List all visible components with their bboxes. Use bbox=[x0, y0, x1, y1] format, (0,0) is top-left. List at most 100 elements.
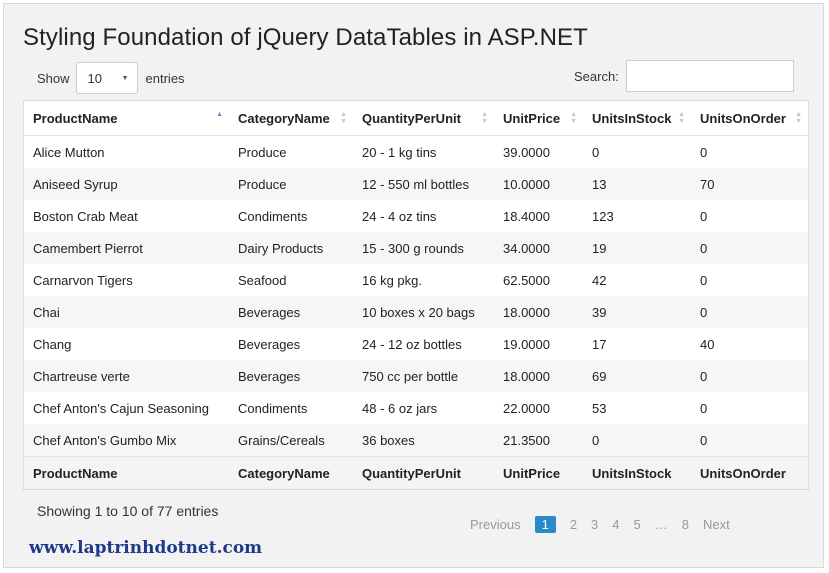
cell-unitsonorder: 0 bbox=[691, 232, 808, 264]
table-row: Alice Mutton Produce 20 - 1 kg tins 39.0… bbox=[24, 136, 808, 169]
cell-unitprice: 10.0000 bbox=[494, 168, 583, 200]
table-row: Carnarvon Tigers Seafood 16 kg pkg. 62.5… bbox=[24, 264, 808, 296]
page-button-1[interactable]: 1 bbox=[534, 516, 556, 533]
footer-unitsonorder: UnitsOnOrder bbox=[691, 456, 808, 489]
cell-unitprice: 34.0000 bbox=[494, 232, 583, 264]
show-label: Show bbox=[37, 70, 70, 86]
cell-unitsinstock: 69 bbox=[583, 360, 691, 392]
sort-icon: ▲ ▼ bbox=[678, 111, 685, 125]
pagination: Previous 1 2 3 4 5 … 8 Next bbox=[470, 516, 730, 533]
page-button-4[interactable]: 4 bbox=[612, 517, 620, 532]
table-row: Chef Anton's Gumbo Mix Grains/Cereals 36… bbox=[24, 424, 808, 457]
table-row: Chef Anton's Cajun Seasoning Condiments … bbox=[24, 392, 808, 424]
sort-icon: ▲ ▼ bbox=[340, 111, 347, 125]
cell-unitsinstock: 42 bbox=[592, 272, 607, 288]
cell-quantityperunit: 16 kg pkg. bbox=[362, 272, 422, 288]
footer-unitsinstock: UnitsInStock bbox=[583, 456, 691, 489]
entries-select-value: 10 bbox=[87, 70, 102, 86]
site-watermark: www.laptrinhdotnet.com bbox=[29, 538, 263, 558]
cell-unitsinstock: 53 bbox=[592, 400, 607, 416]
table-row: Chang Beverages 24 - 12 oz bottles 19.00… bbox=[24, 328, 808, 360]
cell-quantityperunit: 15 - 300 g rounds bbox=[353, 232, 494, 264]
cell-quantityperunit: 10 boxes x 20 bags bbox=[353, 296, 494, 328]
table-row: Chartreuse verte Beverages 750 cc per bo… bbox=[24, 360, 808, 392]
length-control: Show 10 ▼ entries bbox=[37, 62, 185, 94]
cell-unitprice: 21.3500 bbox=[494, 424, 583, 457]
table-row: Aniseed Syrup Produce 12 - 550 ml bottle… bbox=[24, 168, 808, 200]
column-header-unitsinstock[interactable]: UnitsInStock ▲ ▼ bbox=[583, 101, 691, 136]
page-frame: Styling Foundation of jQuery DataTables … bbox=[3, 3, 824, 568]
sort-asc-icon: ▲ bbox=[216, 111, 223, 118]
cell-unitprice: 19.0000 bbox=[503, 336, 550, 352]
cell-quantityperunit: 24 - 12 oz bottles bbox=[362, 336, 462, 352]
cell-unitsinstock: 39 bbox=[583, 296, 691, 328]
footer-unitprice: UnitPrice bbox=[494, 456, 583, 489]
cell-unitprice: 22.0000 bbox=[503, 400, 550, 416]
cell-unitsinstock: 0 bbox=[583, 424, 691, 457]
cell-quantityperunit: 20 - 1 kg tins bbox=[362, 144, 437, 160]
cell-categoryname: Seafood bbox=[238, 272, 287, 288]
cell-quantityperunit: 36 boxes bbox=[353, 424, 494, 457]
cell-unitprice: 39.0000 bbox=[503, 144, 550, 160]
entries-label: entries bbox=[145, 70, 185, 86]
column-header-unitprice[interactable]: UnitPrice ▲ ▼ bbox=[494, 101, 583, 136]
cell-productname: Chang bbox=[33, 336, 72, 352]
table-footer-row: ProductName CategoryName QuantityPerUnit… bbox=[24, 456, 808, 489]
table-row: Camembert Pierrot Dairy Products 15 - 30… bbox=[24, 232, 808, 264]
entries-select[interactable]: 10 ▼ bbox=[75, 62, 138, 94]
sort-icon: ▲ ▼ bbox=[481, 111, 488, 125]
cell-unitsonorder: 0 bbox=[691, 360, 808, 392]
cell-unitsonorder: 0 bbox=[700, 272, 708, 288]
cell-productname: Boston Crab Meat bbox=[33, 208, 138, 224]
caret-down-icon: ▼ bbox=[121, 74, 129, 82]
table-row: Chai Beverages 10 boxes x 20 bags 18.000… bbox=[24, 296, 808, 328]
cell-quantityperunit: 750 cc per bottle bbox=[353, 360, 494, 392]
cell-categoryname: Beverages bbox=[229, 296, 353, 328]
cell-unitsinstock: 13 bbox=[583, 168, 691, 200]
sort-icon: ▲ ▼ bbox=[570, 111, 577, 125]
cell-quantityperunit: 12 - 550 ml bottles bbox=[353, 168, 494, 200]
search-input[interactable] bbox=[625, 60, 794, 92]
search-control: Search: bbox=[574, 60, 794, 92]
sort-icon: ▲ ▼ bbox=[795, 111, 802, 125]
cell-quantityperunit: 24 - 4 oz tins bbox=[362, 208, 437, 224]
cell-categoryname: Produce bbox=[229, 168, 353, 200]
cell-categoryname: Produce bbox=[238, 144, 287, 160]
cell-unitsinstock: 19 bbox=[583, 232, 691, 264]
page-button-3[interactable]: 3 bbox=[591, 517, 599, 532]
cell-unitsinstock: 17 bbox=[592, 336, 607, 352]
footer-quantityperunit: QuantityPerUnit bbox=[353, 456, 494, 489]
cell-productname: Aniseed Syrup bbox=[24, 168, 229, 200]
cell-unitsonorder: 40 bbox=[700, 336, 715, 352]
cell-unitsonorder: 0 bbox=[700, 144, 708, 160]
cell-unitprice: 62.5000 bbox=[503, 272, 550, 288]
table-header-row: ProductName ▲ CategoryName ▲ ▼ QuantityPe… bbox=[24, 101, 808, 136]
page-button-8[interactable]: 8 bbox=[681, 517, 689, 532]
column-header-categoryname[interactable]: CategoryName ▲ ▼ bbox=[229, 101, 353, 136]
column-header-unitsonorder[interactable]: UnitsOnOrder ▲ ▼ bbox=[691, 101, 808, 136]
cell-unitsinstock: 0 bbox=[592, 144, 600, 160]
column-header-productname[interactable]: ProductName ▲ bbox=[24, 101, 229, 136]
cell-productname: Camembert Pierrot bbox=[24, 232, 229, 264]
page-button-2[interactable]: 2 bbox=[569, 517, 578, 532]
cell-unitsonorder: 0 bbox=[691, 424, 808, 457]
page-title: Styling Foundation of jQuery DataTables … bbox=[23, 24, 588, 51]
pagination-ellipsis: … bbox=[654, 517, 668, 532]
cell-productname: Chef Anton's Gumbo Mix bbox=[24, 424, 229, 457]
cell-categoryname: Beverages bbox=[229, 360, 353, 392]
cell-unitsonorder: 0 bbox=[700, 400, 708, 416]
cell-unitsinstock: 123 bbox=[592, 208, 614, 224]
page-button-5[interactable]: 5 bbox=[633, 517, 641, 532]
footer-productname: ProductName bbox=[24, 456, 229, 489]
cell-categoryname: Dairy Products bbox=[229, 232, 353, 264]
cell-unitsonorder: 70 bbox=[691, 168, 808, 200]
table-info: Showing 1 to 10 of 77 entries bbox=[37, 503, 219, 519]
next-button[interactable]: Next bbox=[702, 517, 730, 532]
data-table: ProductName ▲ CategoryName ▲ ▼ QuantityPe… bbox=[23, 100, 809, 490]
column-header-quantityperunit[interactable]: QuantityPerUnit ▲ ▼ bbox=[353, 101, 494, 136]
cell-productname: Chef Anton's Cajun Seasoning bbox=[33, 400, 209, 416]
cell-productname: Alice Mutton bbox=[33, 144, 105, 160]
cell-productname: Chai bbox=[24, 296, 229, 328]
cell-quantityperunit: 48 - 6 oz jars bbox=[362, 400, 438, 416]
previous-button[interactable]: Previous bbox=[470, 517, 521, 532]
